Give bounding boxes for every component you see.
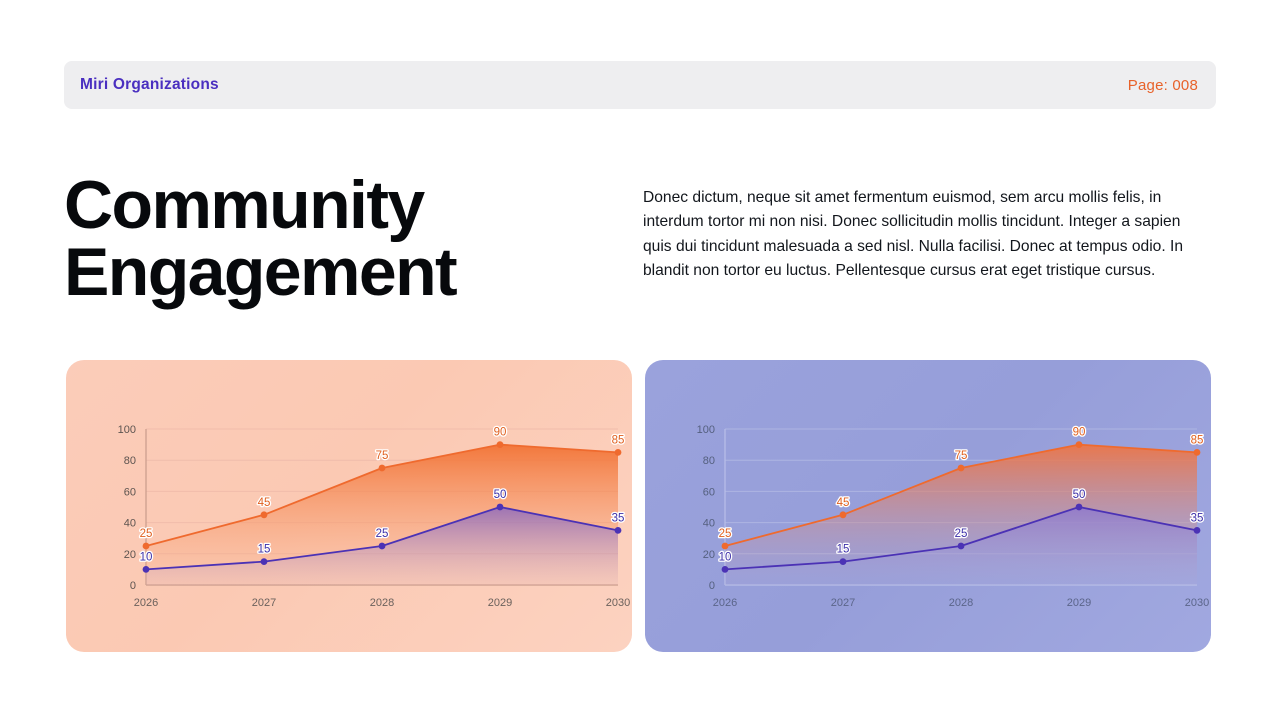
chart-left-points	[142, 441, 622, 573]
svg-text:2030: 2030	[606, 597, 630, 609]
chart-card-left: 0 20 40 60 80 100 2026 2027 2028 2029 2030 25 45 75…	[66, 360, 632, 652]
chart-right-y-tick-labels: 0 20 40 60 80 100	[697, 424, 715, 592]
page-header-bar: Miri Organizations Page: 008	[64, 61, 1216, 109]
svg-text:85: 85	[1191, 434, 1204, 446]
page-title: Community Engagement	[64, 167, 624, 310]
svg-text:60: 60	[703, 486, 715, 498]
svg-text:45: 45	[837, 497, 850, 509]
svg-text:25: 25	[140, 528, 153, 540]
svg-text:2026: 2026	[134, 597, 158, 609]
svg-text:75: 75	[955, 450, 968, 462]
svg-text:45: 45	[258, 497, 271, 509]
svg-text:2026: 2026	[713, 597, 737, 609]
chart-left-x-tick-labels: 2026 2027 2028 2029 2030	[134, 597, 630, 609]
svg-text:75: 75	[376, 450, 389, 462]
body-paragraph: Donec dictum, neque sit amet fermentum e…	[643, 189, 1184, 279]
svg-text:40: 40	[124, 518, 136, 530]
chart-left-y-tick-labels: 0 20 40 60 80 100	[118, 424, 136, 592]
svg-text:25: 25	[719, 528, 732, 540]
svg-text:2027: 2027	[831, 597, 855, 609]
svg-text:85: 85	[612, 434, 625, 446]
svg-text:100: 100	[118, 424, 136, 436]
svg-text:2030: 2030	[1185, 597, 1209, 609]
svg-text:50: 50	[1073, 489, 1086, 501]
chart-right-points	[721, 441, 1201, 573]
chart-right-x-tick-labels: 2026 2027 2028 2029 2030	[713, 597, 1209, 609]
brand-title: Miri Organizations	[80, 76, 219, 93]
line-chart-right-svg: 0 20 40 60 80 100 2026 2027 2028 2029 2030 25 45 75…	[697, 424, 1210, 609]
svg-text:20: 20	[124, 549, 136, 561]
svg-text:60: 60	[124, 486, 136, 498]
svg-text:25: 25	[376, 528, 389, 540]
svg-text:15: 15	[837, 544, 850, 556]
page-title-line-1: Community	[64, 167, 425, 243]
svg-text:10: 10	[140, 551, 153, 563]
svg-text:80: 80	[703, 455, 715, 467]
svg-text:15: 15	[258, 544, 271, 556]
svg-text:35: 35	[1191, 512, 1204, 524]
chart-right: 0 20 40 60 80 100 2026 2027 2028 2029 2030 25 45 75…	[645, 360, 1211, 652]
page-title-line-2: Engagement	[64, 233, 458, 310]
svg-text:10: 10	[719, 551, 732, 563]
svg-text:50: 50	[494, 489, 507, 501]
svg-text:80: 80	[124, 455, 136, 467]
svg-text:90: 90	[1073, 427, 1086, 439]
chart-left: 0 20 40 60 80 100 2026 2027 2028 2029 2030 25 45 75…	[66, 360, 632, 652]
svg-text:2029: 2029	[488, 597, 512, 609]
svg-text:25: 25	[955, 528, 968, 540]
chart-left-data-labels: 25 45 75 90 85 10 15 25 50 35	[138, 425, 625, 564]
svg-text:2028: 2028	[370, 597, 394, 609]
chart-card-right: 0 20 40 60 80 100 2026 2027 2028 2029 2030 25 45 75…	[645, 360, 1211, 652]
line-chart-left-svg: 0 20 40 60 80 100 2026 2027 2028 2029 2030 25 45 75…	[118, 424, 631, 609]
page-number-label: Page: 008	[1127, 76, 1198, 94]
svg-text:2028: 2028	[949, 597, 973, 609]
svg-text:20: 20	[703, 549, 715, 561]
svg-text:2027: 2027	[252, 597, 276, 609]
svg-text:100: 100	[697, 424, 715, 436]
svg-text:0: 0	[709, 580, 715, 592]
svg-text:40: 40	[703, 518, 715, 530]
svg-text:2029: 2029	[1067, 597, 1091, 609]
svg-text:35: 35	[612, 512, 625, 524]
svg-text:90: 90	[494, 427, 507, 439]
svg-text:0: 0	[130, 580, 136, 592]
chart-right-data-labels: 25 45 75 90 85 10 15 25 50 35	[717, 425, 1204, 564]
